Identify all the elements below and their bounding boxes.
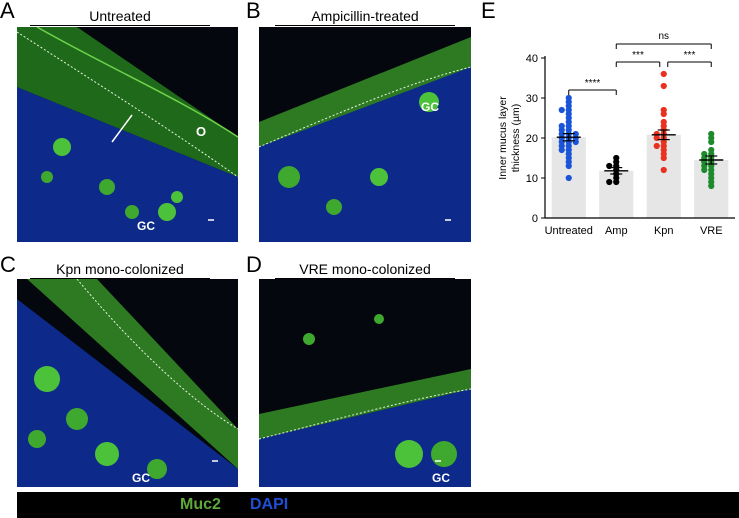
goblet-cell-label-c: GC bbox=[132, 471, 150, 485]
micrograph-untreated bbox=[17, 27, 238, 242]
micrograph-kpn bbox=[17, 279, 238, 487]
data-point bbox=[613, 178, 620, 186]
data-point bbox=[653, 142, 660, 150]
panel-a-title: Untreated bbox=[89, 8, 151, 24]
significance-label: **** bbox=[585, 78, 601, 89]
panel-e-label: E bbox=[481, 0, 496, 23]
data-point bbox=[708, 138, 715, 146]
data-point bbox=[660, 154, 667, 162]
outer-layer-label: O bbox=[196, 124, 207, 139]
data-point bbox=[701, 166, 708, 174]
y-axis-label: Inner mucus layerthickness (µm) bbox=[497, 96, 522, 180]
data-point bbox=[660, 82, 667, 90]
goblet-cell-label-d: GC bbox=[432, 471, 450, 485]
panel-d-title: VRE mono-colonized bbox=[299, 261, 431, 277]
data-point bbox=[708, 182, 715, 190]
panel-c-title-rule bbox=[30, 278, 210, 279]
significance-label: ns bbox=[658, 31, 669, 42]
legend-dapi: DAPI bbox=[250, 496, 289, 513]
data-point bbox=[565, 162, 572, 170]
data-point bbox=[606, 178, 613, 186]
x-tick-label: Amp bbox=[605, 225, 628, 237]
data-point bbox=[660, 70, 667, 78]
panel-d-label: D bbox=[246, 252, 262, 277]
micrograph-vre bbox=[259, 279, 471, 487]
x-tick-label: Untreated bbox=[545, 225, 593, 237]
data-point bbox=[558, 106, 565, 114]
panel-d-title-rule bbox=[275, 278, 455, 279]
significance-label: *** bbox=[632, 50, 644, 61]
data-point bbox=[565, 174, 572, 182]
panel-c-label: C bbox=[0, 252, 16, 277]
data-point bbox=[558, 146, 565, 154]
micrograph-ampicillin bbox=[259, 27, 471, 242]
y-tick-label: 0 bbox=[532, 213, 538, 225]
goblet-cell-label-b: GC bbox=[421, 100, 439, 114]
legend-muc2: Muc2 bbox=[180, 496, 221, 513]
panel-b-label: B bbox=[246, 0, 261, 23]
y-tick-label: 20 bbox=[526, 133, 538, 145]
scatter-bar-chart: 0 10 20 30 40 Inner mucus layerthickness (µm)… bbox=[497, 31, 735, 237]
stain-legend-bar: Muc2 DAPI bbox=[17, 492, 739, 518]
panel-b-title-rule bbox=[275, 25, 455, 26]
y-tick-label: 40 bbox=[526, 53, 538, 65]
y-tick-label: 30 bbox=[526, 93, 538, 105]
data-point bbox=[572, 138, 579, 146]
panel-a-title-rule bbox=[30, 25, 210, 26]
panel-a-label: A bbox=[0, 0, 15, 23]
significance-label: *** bbox=[684, 50, 696, 61]
data-point bbox=[660, 110, 667, 118]
panel-c-title: Kpn mono-colonized bbox=[56, 261, 184, 277]
y-tick-label: 10 bbox=[526, 173, 538, 185]
x-tick-label: VRE bbox=[700, 225, 723, 237]
x-tick-label: Kpn bbox=[654, 225, 674, 237]
goblet-cell-label-a: GC bbox=[137, 219, 155, 233]
data-point bbox=[660, 166, 667, 174]
panel-b-title: Ampicillin-treated bbox=[311, 8, 419, 24]
